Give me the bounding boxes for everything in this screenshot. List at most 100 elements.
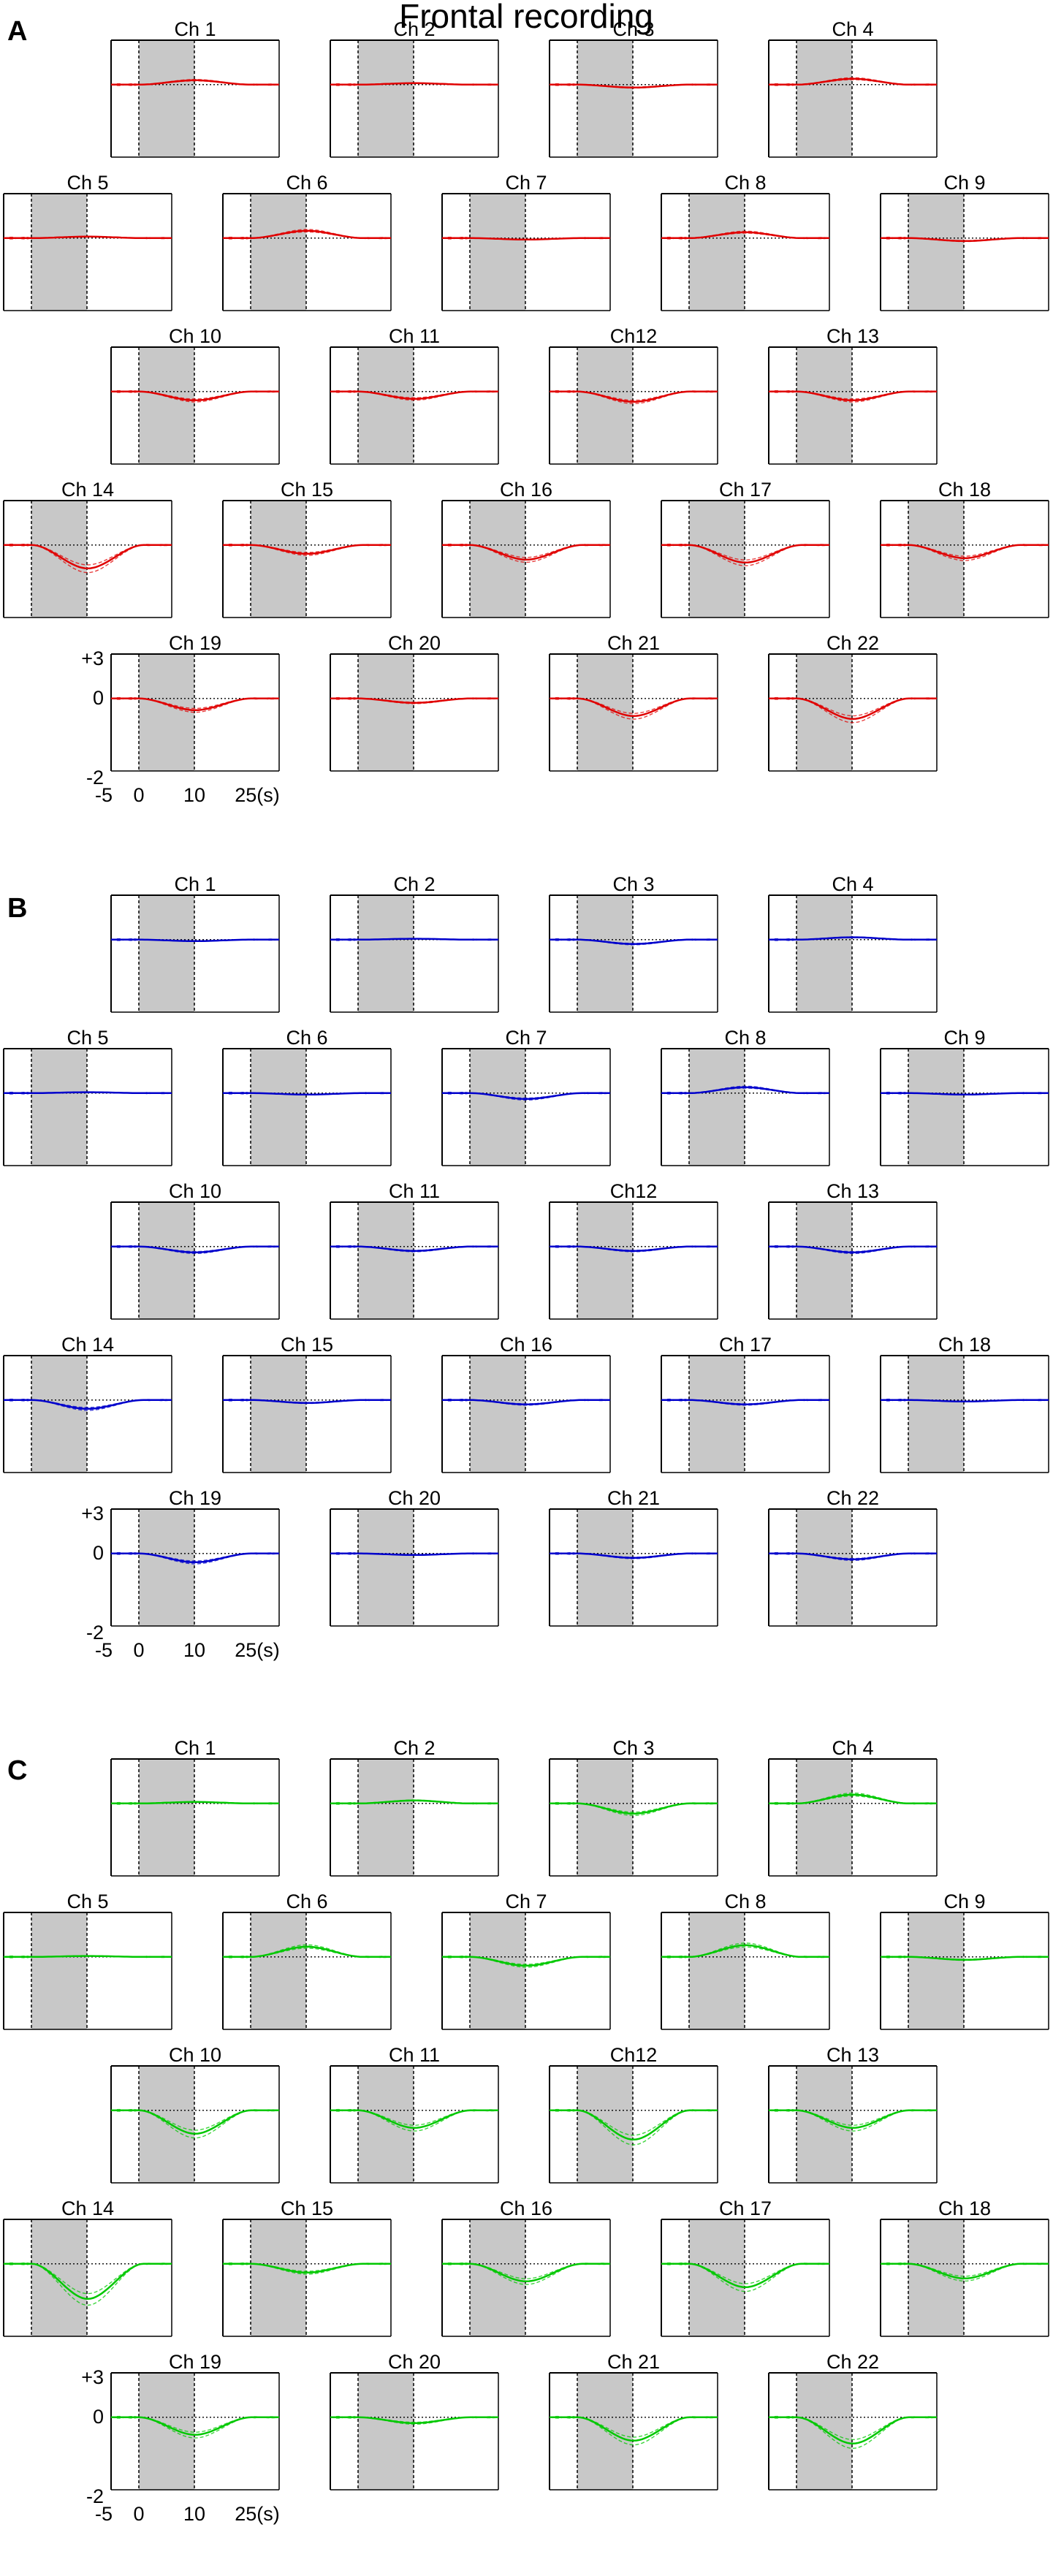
channel-title: Ch 8 [724,172,766,194]
subplot-C-6: Ch 6 [222,1891,392,2030]
subplot-C-1: Ch 1 [110,1737,280,1877]
subplot-C-22: Ch 22 [768,2351,938,2490]
trial-trace [441,2262,611,2285]
subplot-B-21: Ch 21 [549,1487,718,1627]
trial-trace [768,1795,938,1805]
subplot-C-16: Ch 16 [441,2197,611,2337]
subplot-A-7: Ch 7 [441,172,611,311]
subplot-C-20: Ch 20 [330,2351,499,2490]
subplot-A-9: Ch 9 [880,172,1049,311]
subplot-B-5: Ch 5 [3,1027,172,1166]
task-window-shading [251,501,306,618]
channel-title: Ch 4 [832,18,873,40]
subplot-B-18: Ch 18 [880,1334,1049,1473]
subplot-C-9: Ch 9 [880,1891,1049,2030]
subplot-B-22: Ch 22 [768,1487,938,1627]
subplot-C-2: Ch 2 [330,1737,499,1877]
trial-trace [549,390,718,401]
task-window-shading [358,1202,414,1319]
trial-trace [661,232,830,240]
subplot-A-19: Ch 19 +3 0 -2-5 0 10 25(s) [81,632,280,806]
task-window-shading [797,40,852,157]
channel-title: Ch 3 [612,18,654,40]
subplot-A-18: Ch 18 [880,479,1049,618]
panel-label-A: A [7,16,27,47]
subplot-C-12: Ch12 [549,2044,718,2184]
subplot-B-1: Ch 1 [110,873,280,1013]
task-window-shading [908,1356,964,1473]
channel-title: Ch 10 [169,2044,221,2066]
mean-trace [769,2109,937,2129]
channel-title: Ch 22 [826,1487,879,1509]
task-window-shading [577,1509,633,1626]
trial-trace [768,2415,938,2450]
channel-title: Ch 3 [612,1737,654,1759]
task-window-shading [470,1912,525,2029]
channel-title: Ch 16 [500,1334,552,1356]
task-window-shading [577,40,633,157]
x-tick-label: -5 [95,2503,113,2525]
task-window-shading [797,347,852,464]
subplot-B-20: Ch 20 [330,1487,499,1627]
trial-trace [3,543,172,566]
y-tick-label: -2 [86,2485,104,2507]
subplot-C-18: Ch 18 [880,2197,1049,2337]
task-window-shading [577,895,633,1012]
y-tick-label: -2 [86,1622,104,1644]
x-tick-label: -5 [95,784,113,806]
y-tick-label: +3 [81,647,104,669]
y-tick-label: +3 [81,2366,104,2388]
trial-trace [549,2108,718,2136]
channel-title: Ch 9 [943,172,985,194]
task-window-shading [358,1759,414,1876]
trial-trace [549,696,718,720]
trial-trace [880,2262,1049,2277]
channel-title: Ch 8 [724,1027,766,1049]
subplot-C-14: Ch 14 [3,2197,172,2337]
channel-title: Ch 5 [66,1891,108,1912]
trial-trace [661,2262,830,2284]
subplot-B-6: Ch 6 [222,1027,392,1166]
trial-trace [661,543,830,566]
subplot-B-19: Ch 19 +3 0 -2-5 0 10 25(s) [81,1487,280,1661]
subplot-A-4: Ch 4 [768,18,938,158]
trial-trace [441,1398,611,1405]
subplot-B-11: Ch 11 [330,1180,499,1320]
trial-trace [768,1245,938,1253]
trial-trace [3,1091,172,1095]
subplot-A-5: Ch 5 [3,172,172,311]
task-window-shading [689,194,745,311]
channel-title: Ch 1 [174,873,216,895]
trial-trace [768,390,938,400]
subplot-C-10: Ch 10 [110,2044,280,2184]
trial-trace [222,1398,392,1403]
panel-label-B: B [7,893,27,924]
channel-title: Ch12 [610,325,658,347]
task-window-shading [139,895,194,1012]
trial-trace [441,2262,611,2279]
trial-trace [549,1245,718,1251]
trial-trace [330,1245,499,1251]
y-tick-label: 0 [93,1542,104,1564]
mean-trace [442,544,610,561]
channel-title: Ch 17 [719,479,772,501]
task-window-shading [358,40,414,157]
trial-trace [768,2415,938,2441]
channel-title: Ch 10 [169,1180,221,1202]
trial-trace [110,390,280,400]
task-window-shading [797,1759,852,1876]
trial-trace [549,1551,718,1558]
task-window-shading [31,1049,87,1166]
channel-title: Ch 7 [505,1027,547,1049]
task-window-shading [689,1356,745,1473]
channel-title: Ch 13 [826,1180,879,1202]
task-window-shading [797,1509,852,1626]
channel-title: Ch 14 [61,479,114,501]
trial-trace [330,83,499,86]
subplot-C-3: Ch 3 [549,1737,718,1877]
trial-trace [768,696,938,717]
task-window-shading [908,1912,964,2029]
channel-title: Ch 16 [500,479,552,501]
task-window-shading [358,654,414,771]
